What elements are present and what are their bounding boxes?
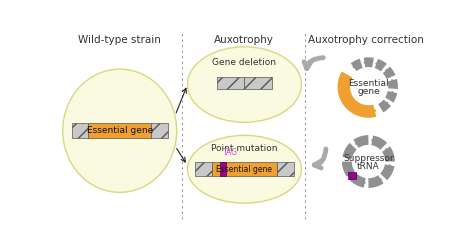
Bar <box>277 162 294 176</box>
Bar <box>152 123 168 138</box>
Bar <box>212 162 277 176</box>
Text: TAG: TAG <box>223 148 238 157</box>
Ellipse shape <box>188 47 301 122</box>
Bar <box>217 77 245 89</box>
Ellipse shape <box>188 135 301 203</box>
Bar <box>88 123 152 138</box>
Text: Essential gene: Essential gene <box>217 165 273 174</box>
Text: Auxotrophy: Auxotrophy <box>214 35 273 45</box>
Text: Gene deletion: Gene deletion <box>212 59 276 67</box>
Bar <box>195 162 212 176</box>
Text: gene: gene <box>357 87 380 96</box>
Bar <box>348 172 356 179</box>
Text: Auxotrophy correction: Auxotrophy correction <box>308 35 424 45</box>
Text: Essential gene: Essential gene <box>87 126 153 135</box>
Text: tRNA: tRNA <box>357 162 380 171</box>
Text: Essential: Essential <box>348 79 389 88</box>
Bar <box>220 162 226 176</box>
Text: Wild-type strain: Wild-type strain <box>78 35 161 45</box>
Text: Suppressor: Suppressor <box>343 154 394 163</box>
Text: Point mutation: Point mutation <box>211 144 278 153</box>
Ellipse shape <box>63 69 177 192</box>
Bar <box>245 77 272 89</box>
Bar <box>72 123 88 138</box>
